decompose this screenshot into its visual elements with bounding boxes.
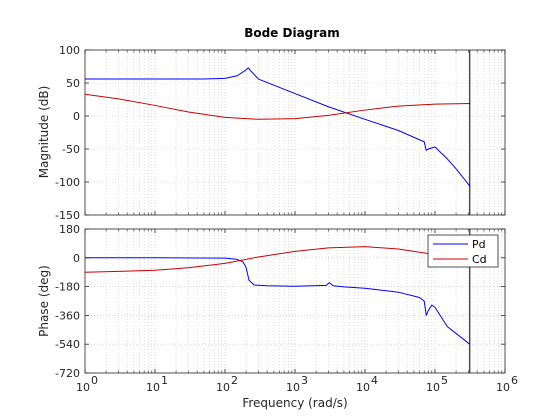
magnitude-series-cd [84,93,470,120]
y-tick-label: -100 [55,176,80,189]
x-tick-label: 10 [496,381,510,394]
magnitude-ticks: 100 50 0 -50 -100 -150 [55,44,506,222]
x-tick-exponent: 5 [441,374,448,387]
y-tick-label: -150 [55,209,80,222]
x-axis-label: Frequency (rad/s) [242,396,347,410]
x-tick-label: 10 [216,381,230,394]
x-tick-exponent: 3 [301,374,308,387]
legend: Pd Cd [427,234,499,268]
y-tick-label: -360 [55,309,80,322]
magnitude-axes: 100 50 0 -50 -100 -150 Magnitude (dB) [37,44,506,222]
y-tick-label: 50 [66,77,80,90]
legend-cd-label: Cd [472,253,487,266]
chart-title: Bode Diagram [244,26,340,40]
y-tick-label: 180 [59,223,80,236]
y-tick-label: 0 [73,252,80,265]
x-tick-label: 10 [426,381,440,394]
x-tick-label: 10 [76,381,90,394]
y-tick-label: -180 [55,281,80,294]
legend-pd-label: Pd [472,238,486,251]
phase-series-cd [84,246,470,273]
x-tick-label: 10 [356,381,370,394]
x-tick-label: 10 [146,381,160,394]
y-tick-label: 100 [59,44,80,57]
magnitude-series [84,50,471,215]
legend-box [427,234,499,268]
phase-ylabel: Phase (deg) [37,265,51,337]
phase-series-pd [85,257,471,345]
phase-ticks: 180 0 -180 -360 -540 -720 [55,223,506,380]
x-tick-exponent: 2 [231,374,238,387]
x-tick-exponent: 1 [161,374,168,387]
y-tick-label: -540 [55,338,80,351]
x-tick-exponent: 4 [371,374,378,387]
magnitude-ylabel: Magnitude (dB) [37,86,51,179]
x-tick-exponent: 0 [91,374,98,387]
y-tick-label: -50 [62,143,80,156]
y-tick-label: -720 [55,367,80,380]
magnitude-series-pd [85,67,471,187]
x-tick-label: 10 [286,381,300,394]
x-tick-exponent: 6 [511,374,518,387]
phase-grid [84,228,506,374]
y-tick-label: 0 [73,110,80,123]
